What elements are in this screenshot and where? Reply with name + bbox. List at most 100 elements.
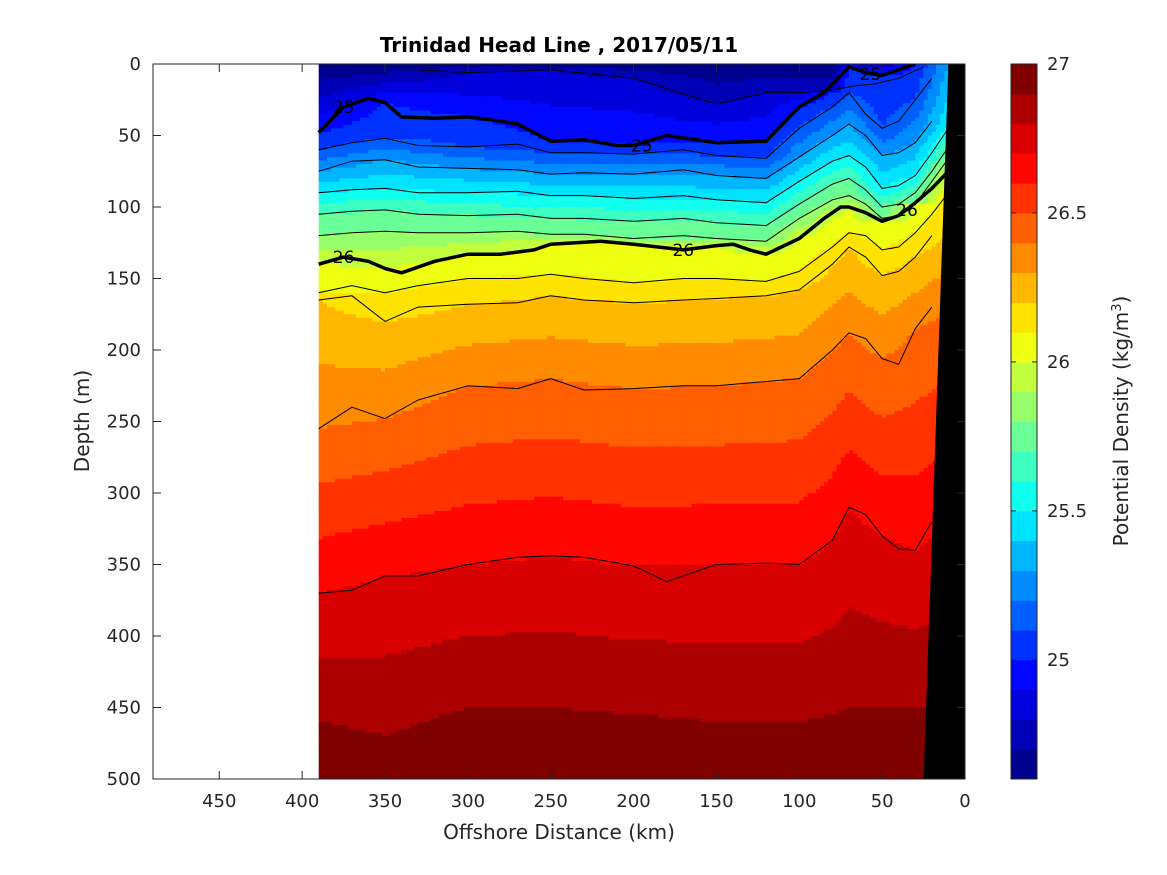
heatmap-cell (335, 553, 341, 558)
heatmap-cell (409, 78, 415, 83)
heatmap-cell (405, 603, 411, 608)
heatmap-cell (414, 467, 419, 473)
heatmap-cell (339, 342, 345, 348)
heatmap-cell (318, 92, 324, 97)
heatmap-cell (356, 156, 361, 162)
heatmap-cell (335, 67, 341, 72)
heatmap-cell (372, 135, 378, 140)
heatmap-cell (368, 103, 374, 108)
heatmap-cell (343, 156, 349, 162)
heatmap-cell (414, 571, 419, 576)
heatmap-cell (376, 410, 382, 415)
heatmap-cell (360, 625, 365, 630)
heatmap-cell (401, 78, 407, 83)
heatmap-cell (327, 686, 332, 691)
heatmap-cell (414, 78, 419, 83)
heatmap-cell (343, 743, 349, 748)
heatmap-cell (356, 364, 361, 369)
heatmap-cell (360, 217, 365, 222)
heatmap-cell (372, 503, 378, 508)
heatmap-cell (409, 467, 415, 473)
heatmap-cell (327, 214, 332, 219)
heatmap-cell (322, 239, 328, 244)
heatmap-cell (385, 367, 390, 373)
heatmap-cell (368, 110, 374, 115)
heatmap-cell (368, 232, 374, 237)
heatmap-cell (347, 675, 353, 680)
heatmap-cell (318, 707, 324, 712)
heatmap-cell (347, 496, 353, 501)
heatmap-cell (318, 324, 324, 330)
heatmap-cell (401, 507, 407, 512)
heatmap-cell (339, 682, 345, 687)
heatmap-cell (418, 92, 423, 97)
heatmap-cell (364, 532, 370, 537)
heatmap-cell (364, 625, 370, 630)
heatmap-cell (356, 721, 361, 726)
heatmap-cell (401, 764, 407, 769)
heatmap-cell (327, 525, 332, 530)
heatmap-cell (322, 746, 328, 751)
heatmap-cell (393, 189, 399, 194)
heatmap-cell (331, 500, 336, 505)
heatmap-cell (335, 117, 341, 122)
heatmap-cell (318, 360, 324, 365)
heatmap-cell (331, 278, 336, 283)
heatmap-cell (360, 686, 365, 691)
heatmap-cell (389, 646, 394, 651)
heatmap-cell (351, 650, 357, 655)
heatmap-cell (385, 235, 390, 240)
heatmap-cell (339, 460, 345, 465)
heatmap-cell (414, 189, 419, 194)
heatmap-cell (339, 139, 345, 144)
heatmap-cell (360, 360, 365, 365)
heatmap-cell (397, 199, 403, 205)
heatmap-cell (414, 92, 419, 97)
heatmap-cell (385, 614, 390, 619)
heatmap-cell (339, 221, 345, 226)
heatmap-cell (347, 553, 353, 558)
heatmap-cell (397, 103, 403, 108)
heatmap-cell (393, 467, 399, 473)
heatmap-cell (343, 753, 349, 759)
heatmap-cell (414, 135, 419, 140)
heatmap-cell (389, 639, 394, 644)
heatmap-cell (376, 607, 382, 612)
heatmap-cell (347, 85, 353, 90)
heatmap-cell (331, 274, 336, 280)
heatmap-cell (368, 378, 374, 383)
heatmap-cell (409, 746, 415, 751)
heatmap-cell (405, 753, 411, 759)
heatmap-cell (405, 596, 411, 601)
heatmap-cell (418, 392, 423, 398)
heatmap-cell (347, 307, 353, 312)
heatmap-cell (364, 543, 370, 548)
heatmap-cell (397, 521, 403, 526)
heatmap-cell (385, 425, 390, 430)
heatmap-cell (347, 378, 353, 383)
heatmap-cell (347, 668, 353, 673)
heatmap-cell (335, 653, 341, 659)
heatmap-cell (401, 160, 407, 165)
heatmap-cell (418, 643, 423, 648)
heatmap-cell (347, 410, 353, 415)
heatmap-cell (368, 489, 374, 494)
heatmap-cell (418, 632, 423, 637)
heatmap-cell (322, 585, 328, 591)
heatmap-cell (347, 682, 353, 687)
heatmap-cell (339, 568, 345, 573)
heatmap-cell (380, 771, 386, 777)
heatmap-cell (343, 396, 349, 401)
heatmap-cell (339, 585, 345, 591)
heatmap-cell (405, 178, 411, 183)
heatmap-cell (318, 78, 324, 83)
heatmap-cell (380, 482, 386, 487)
heatmap-cell (372, 235, 378, 240)
heatmap-cell (331, 728, 336, 734)
heatmap-cell (418, 618, 423, 623)
heatmap-cell (376, 421, 382, 426)
heatmap-cell (347, 71, 353, 76)
heatmap-cell (335, 153, 341, 158)
heatmap-cell (397, 607, 403, 612)
heatmap-cell (339, 199, 345, 205)
